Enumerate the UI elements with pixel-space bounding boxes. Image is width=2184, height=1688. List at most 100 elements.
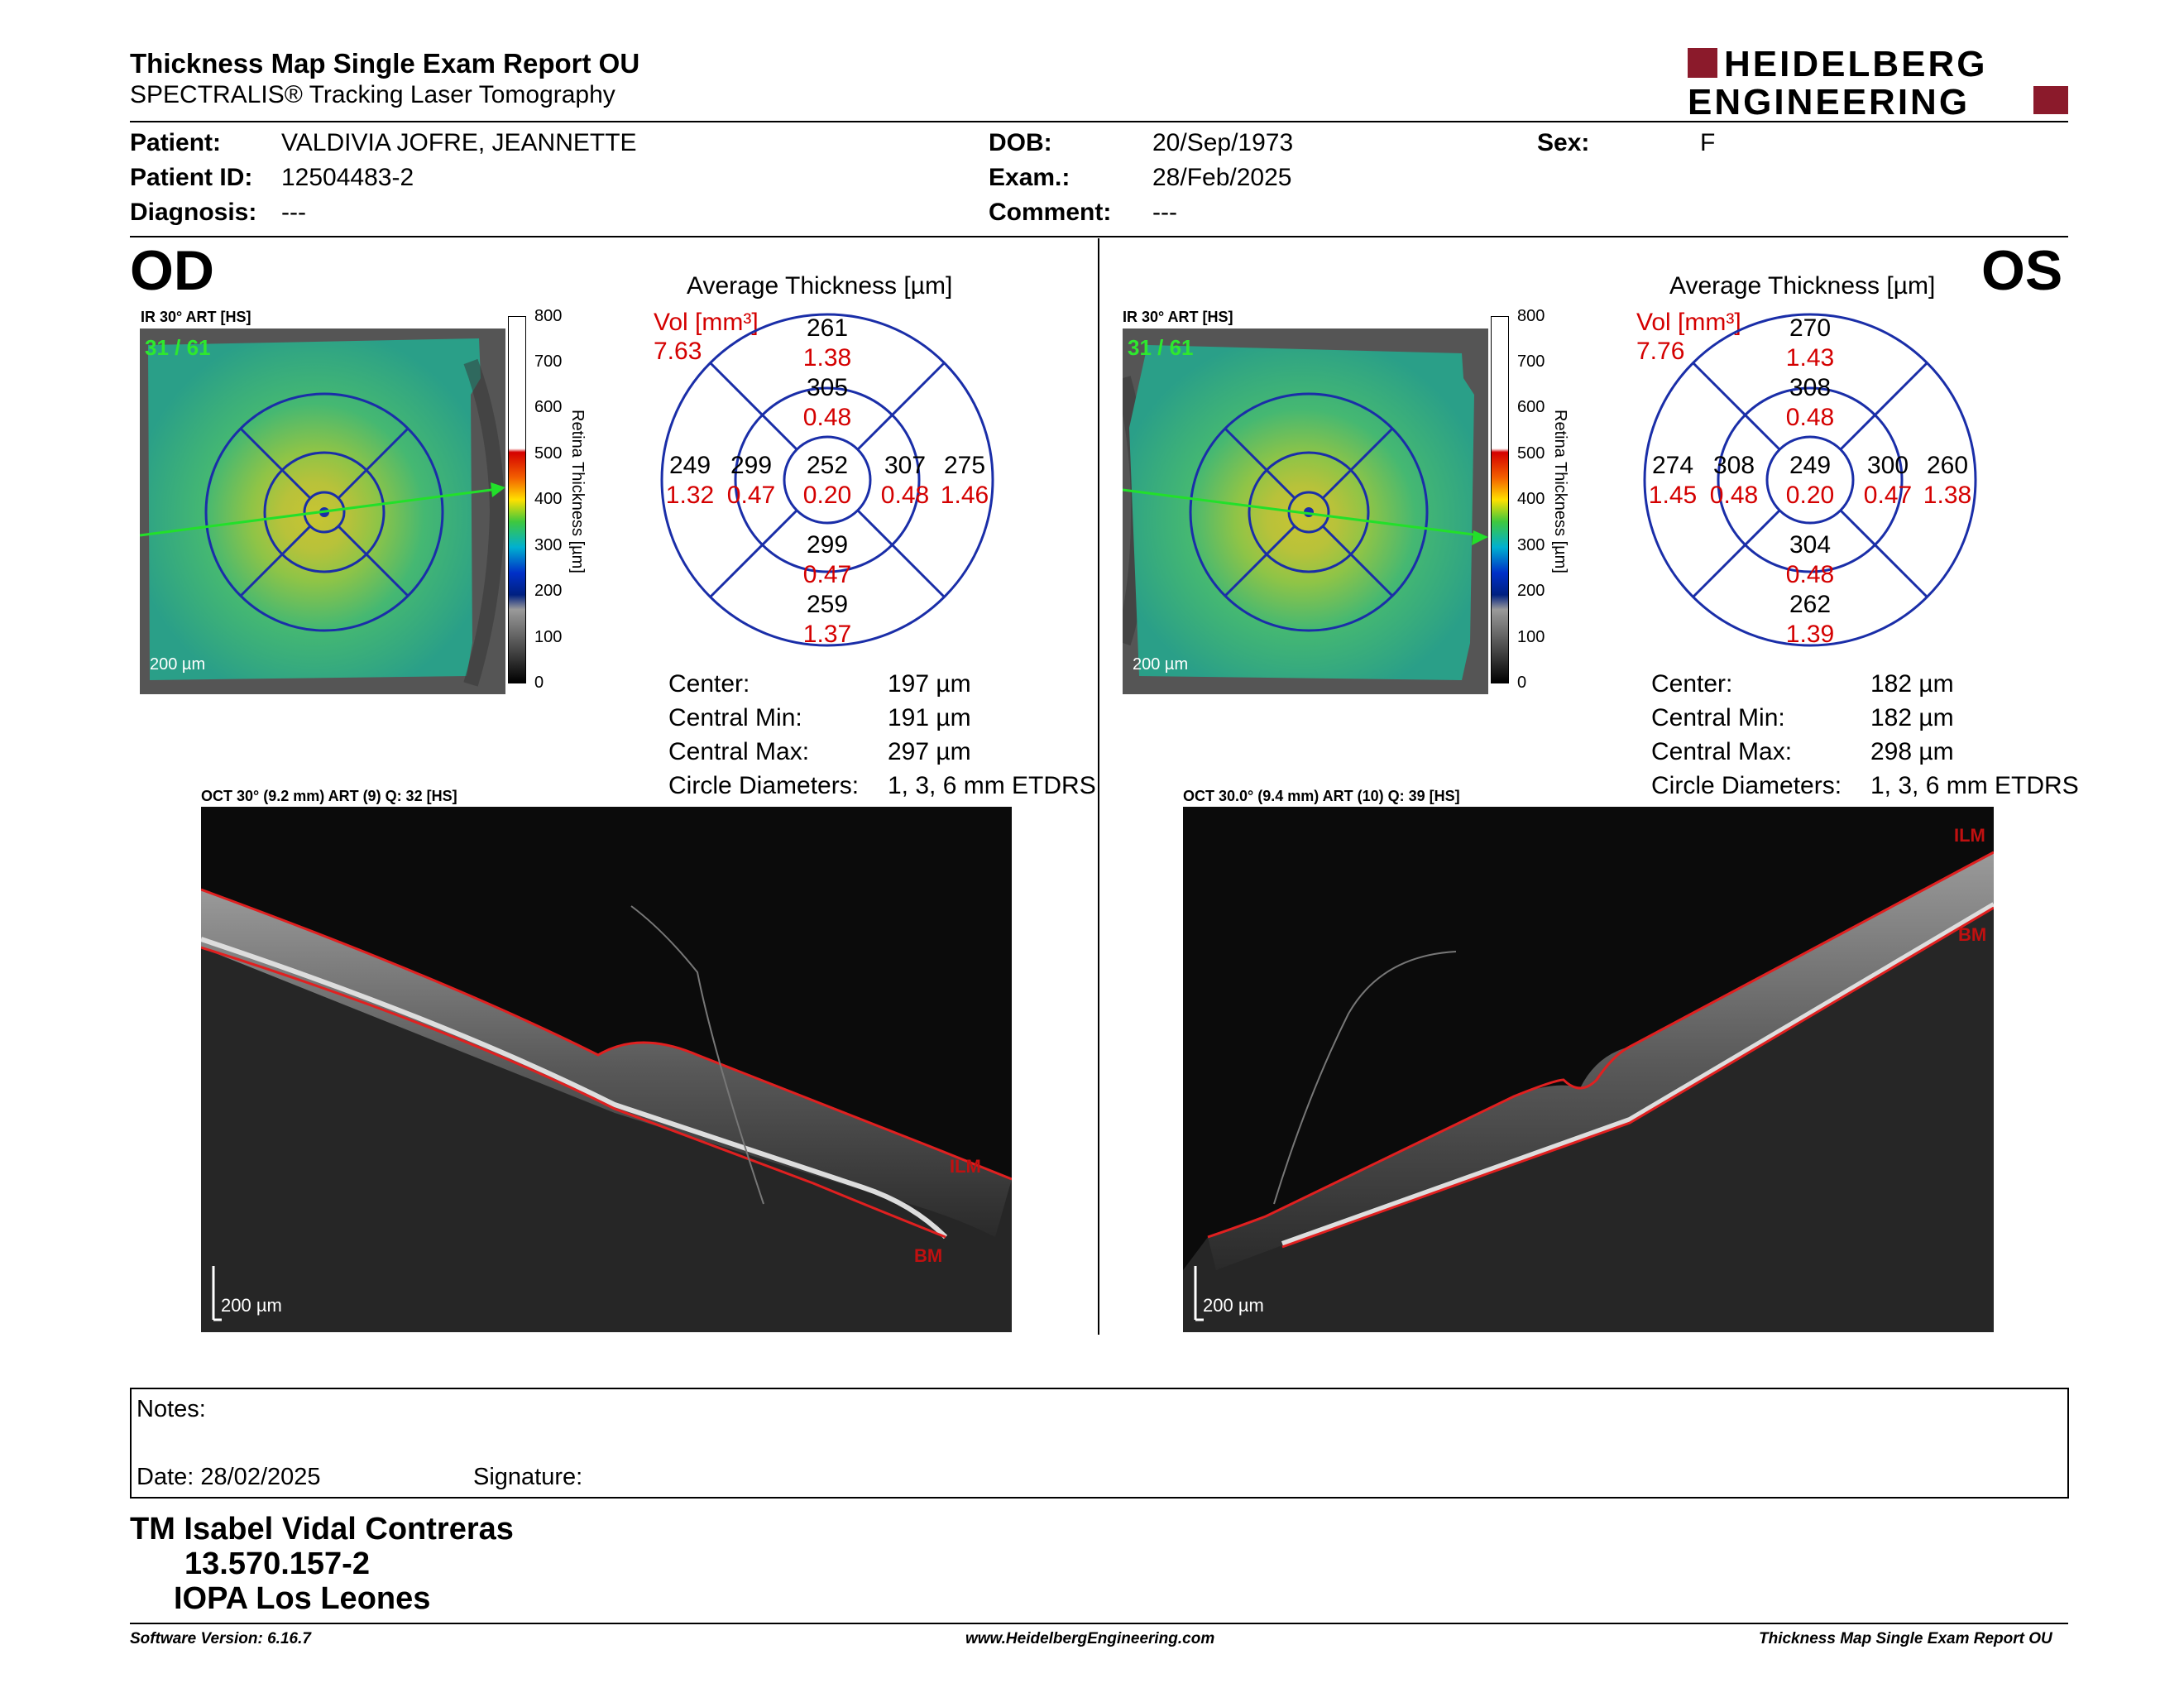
os-inner-right: 300 bbox=[1867, 452, 1909, 479]
diagnosis-label: Diagnosis: bbox=[130, 199, 257, 226]
notes-signature: Signature: bbox=[473, 1464, 583, 1490]
od-inner-inferior-vol: 0.47 bbox=[803, 561, 851, 588]
os-color-scale-title: Retina Thickness [µm] bbox=[1551, 410, 1569, 573]
od-scale-bar: 200 µm bbox=[150, 655, 206, 674]
sex-value: F bbox=[1700, 129, 1716, 156]
os-vol-label: Vol [mm³] bbox=[1636, 309, 1741, 336]
od-center-vol: 0.20 bbox=[803, 482, 851, 509]
od-ilm-label: ILM bbox=[950, 1156, 981, 1177]
report-subtitle: SPECTRALIS® Tracking Laser Tomography bbox=[130, 81, 615, 108]
notes-box: Notes: Date: 28/02/2025 Signature: bbox=[130, 1388, 2069, 1499]
os-outer-inferior: 262 bbox=[1789, 591, 1831, 618]
od-bm-label: BM bbox=[914, 1245, 943, 1266]
os-inner-inferior: 304 bbox=[1789, 531, 1831, 559]
os-outer-right: 260 bbox=[1927, 452, 1968, 479]
od-inner-inferior: 299 bbox=[807, 531, 848, 559]
od-min-label: Central Min: bbox=[668, 704, 802, 731]
od-inner-superior: 305 bbox=[807, 374, 848, 401]
od-diam-value: 1, 3, 6 mm ETDRS bbox=[888, 772, 1096, 799]
os-outer-left-vol: 1.45 bbox=[1649, 482, 1697, 509]
signer-name: TM Isabel Vidal Contreras bbox=[130, 1512, 514, 1547]
diagnosis-value: --- bbox=[281, 199, 306, 226]
os-inner-superior: 308 bbox=[1789, 374, 1831, 401]
os-eye-label: OS bbox=[1981, 239, 2063, 302]
os-etdrs-grid: 270 1.43 308 0.48 274 1.45 308 0.48 249 … bbox=[1643, 313, 1977, 647]
od-oct-bscan: ILM BM 200 µm bbox=[201, 807, 1012, 1332]
od-vol-value: 7.63 bbox=[654, 338, 702, 365]
os-max-label: Central Max: bbox=[1651, 738, 1793, 765]
od-oct-scale: 200 µm bbox=[221, 1295, 282, 1316]
od-outer-superior-vol: 1.38 bbox=[803, 344, 851, 372]
od-avg-title: Average Thickness [µm] bbox=[687, 272, 953, 300]
footer-report: Thickness Map Single Exam Report OU bbox=[1759, 1630, 2052, 1647]
patient-name: VALDIVIA JOFRE, JEANNETTE bbox=[281, 129, 637, 156]
od-max-label: Central Max: bbox=[668, 738, 810, 765]
od-outer-right-vol: 1.46 bbox=[941, 482, 989, 509]
os-center-vol: 0.20 bbox=[1786, 482, 1834, 509]
od-etdrs-grid: 261 1.38 305 0.48 249 1.32 299 0.47 252 … bbox=[660, 313, 994, 647]
os-oct-scale: 200 µm bbox=[1203, 1295, 1264, 1316]
od-diam-label: Circle Diameters: bbox=[668, 772, 860, 799]
footer-software: Software Version: 6.16.7 bbox=[130, 1630, 311, 1647]
os-inner-superior-vol: 0.48 bbox=[1786, 404, 1834, 431]
os-scale-bar: 200 µm bbox=[1133, 655, 1189, 674]
od-vol-label: Vol [mm³] bbox=[654, 309, 759, 336]
os-diam-value: 1, 3, 6 mm ETDRS bbox=[1870, 772, 2079, 799]
od-outer-left: 249 bbox=[669, 452, 711, 479]
od-center-value: 197 µm bbox=[888, 670, 971, 698]
sex-label: Sex: bbox=[1537, 129, 1590, 156]
os-outer-inferior-vol: 1.39 bbox=[1786, 621, 1834, 647]
os-inner-left-vol: 0.48 bbox=[1710, 482, 1758, 509]
os-outer-left: 274 bbox=[1652, 452, 1693, 479]
od-center-label: Center: bbox=[668, 670, 750, 698]
os-fundus-thickness-map: 31 / 61 200 µm bbox=[1123, 328, 1488, 694]
os-bm-label: BM bbox=[1958, 924, 1987, 945]
od-color-scale bbox=[508, 316, 526, 683]
os-color-scale bbox=[1491, 316, 1509, 683]
os-max-value: 298 µm bbox=[1870, 738, 1954, 765]
os-avg-title: Average Thickness [µm] bbox=[1669, 272, 1936, 300]
od-inner-left: 299 bbox=[730, 452, 772, 479]
od-inner-right-vol: 0.48 bbox=[881, 482, 929, 509]
od-outer-inferior-vol: 1.37 bbox=[803, 621, 851, 647]
os-min-value: 182 µm bbox=[1870, 704, 1954, 731]
os-oct-bscan: ILM BM 200 µm bbox=[1183, 807, 1994, 1332]
footer-website: www.HeidelbergEngineering.com bbox=[965, 1630, 1215, 1647]
os-outer-right-vol: 1.38 bbox=[1923, 482, 1971, 509]
comment-label: Comment: bbox=[989, 199, 1112, 226]
signer-institution: IOPA Los Leones bbox=[174, 1581, 431, 1616]
os-ilm-label: ILM bbox=[1954, 825, 1985, 846]
os-oct-label: OCT 30.0° (9.4 mm) ART (10) Q: 39 [HS] bbox=[1183, 788, 1460, 804]
od-inner-superior-vol: 0.48 bbox=[803, 404, 851, 431]
od-fundus-thickness-map: 31 / 61 200 µm bbox=[140, 328, 505, 694]
svg-text:HEIDELBERG: HEIDELBERG bbox=[1724, 44, 1987, 84]
exam-value: 28/Feb/2025 bbox=[1152, 164, 1292, 191]
dob-label: DOB: bbox=[989, 129, 1052, 156]
od-min-value: 191 µm bbox=[888, 704, 971, 731]
os-frame-counter: 31 / 61 bbox=[1128, 335, 1194, 360]
od-eye-label: OD bbox=[130, 239, 214, 302]
os-diam-label: Circle Diameters: bbox=[1651, 772, 1842, 799]
patient-label: Patient: bbox=[130, 129, 222, 156]
exam-label: Exam.: bbox=[989, 164, 1070, 191]
notes-label: Notes: bbox=[136, 1396, 206, 1422]
od-max-value: 297 µm bbox=[888, 738, 971, 765]
od-color-scale-title: Retina Thickness [µm] bbox=[568, 410, 587, 573]
os-outer-superior: 270 bbox=[1789, 314, 1831, 342]
od-outer-right: 275 bbox=[944, 452, 985, 479]
comment-value: --- bbox=[1152, 199, 1177, 226]
os-center: 249 bbox=[1789, 452, 1831, 479]
patient-id-label: Patient ID: bbox=[130, 164, 253, 191]
heidelberg-logo: HEIDELBERG ENGINEERING bbox=[1688, 44, 2068, 117]
dob-value: 20/Sep/1973 bbox=[1152, 129, 1294, 156]
od-ir-label: IR 30° ART [HS] bbox=[141, 309, 251, 325]
os-center-value: 182 µm bbox=[1870, 670, 1954, 698]
od-oct-label: OCT 30° (9.2 mm) ART (9) Q: 32 [HS] bbox=[201, 788, 457, 804]
od-center: 252 bbox=[807, 452, 848, 479]
os-vol-value: 7.76 bbox=[1636, 338, 1685, 365]
od-outer-superior: 261 bbox=[807, 314, 848, 342]
od-inner-right: 307 bbox=[884, 452, 926, 479]
notes-date: Date: 28/02/2025 bbox=[136, 1464, 321, 1490]
os-center-label: Center: bbox=[1651, 670, 1733, 698]
os-min-label: Central Min: bbox=[1651, 704, 1785, 731]
